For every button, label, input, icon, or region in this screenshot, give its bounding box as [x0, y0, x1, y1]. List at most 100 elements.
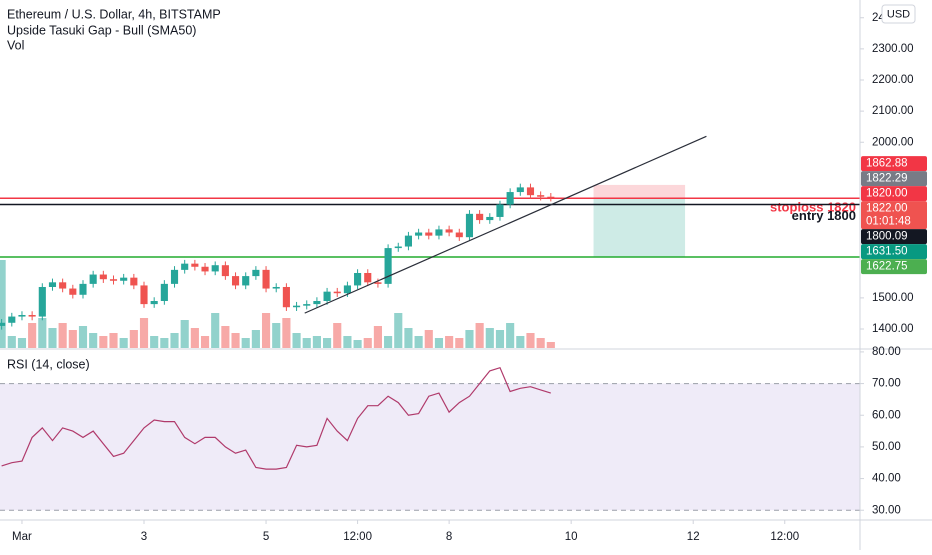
volume-bar	[292, 333, 301, 348]
volume-bar	[58, 323, 67, 348]
volume-bar	[363, 338, 372, 348]
candle-body	[252, 269, 260, 277]
volume-bar	[312, 336, 321, 348]
volume-bar	[424, 330, 433, 348]
rsi-tick-label: 30.00	[872, 504, 901, 516]
candle-body	[333, 291, 341, 294]
candle-body	[303, 304, 311, 306]
rsi-tick-label: 60.00	[872, 409, 901, 421]
volume-bar	[89, 333, 98, 348]
price-tag	[861, 244, 927, 260]
price-tag-countdown: 01:01:48	[866, 216, 911, 228]
price-tag	[861, 259, 927, 275]
volume-bar	[17, 338, 27, 348]
candle-body	[170, 269, 179, 284]
volume-bar	[231, 333, 240, 348]
candle-body	[38, 286, 46, 317]
volume-bar	[200, 336, 210, 348]
volume-bar	[506, 323, 515, 348]
price-tag-label: 1822.29	[866, 173, 908, 185]
candle-body	[272, 286, 280, 289]
candle-body	[242, 276, 250, 286]
candle-body	[476, 213, 484, 221]
time-tick-label: 5	[263, 531, 269, 543]
currency[interactable]: USD	[887, 8, 910, 20]
candle-body	[455, 232, 463, 238]
price-tag	[861, 229, 927, 245]
price-tick-label: 2200.00	[872, 74, 914, 86]
price-tick-label: 1400.00	[872, 323, 914, 335]
volume-bar	[404, 328, 413, 348]
volume-bar	[323, 338, 332, 348]
volume-bar	[434, 338, 444, 348]
candle-body	[313, 300, 321, 305]
candle-body	[0, 322, 6, 326]
price-tag-label: 1822.00	[866, 203, 908, 215]
volume-bar	[109, 333, 118, 348]
candle-body	[181, 263, 189, 270]
volume-bar	[384, 336, 393, 348]
volume-bar	[99, 336, 108, 348]
volume-bar	[445, 336, 454, 348]
volume-bar	[495, 330, 505, 348]
candle-body	[130, 277, 138, 286]
volume-bar	[251, 330, 260, 348]
rsi-tick-label: 70.00	[872, 378, 901, 390]
candle-body	[516, 187, 524, 193]
rsi-band	[0, 383, 860, 511]
candle-body	[18, 315, 26, 317]
volume-bar	[302, 338, 311, 348]
candle-body	[415, 232, 423, 236]
volume-bar	[28, 323, 37, 348]
volume-bar	[536, 338, 545, 348]
time-tick-label: 3	[141, 531, 147, 543]
level-label: entry 1800	[792, 208, 856, 223]
volume-bar	[272, 323, 281, 348]
candle-body	[160, 283, 168, 301]
volume-bar	[333, 323, 342, 348]
volume-bar	[394, 313, 403, 348]
price-tag	[861, 156, 927, 172]
price-tag-label: 1622.75	[866, 261, 908, 273]
volume-bar	[119, 338, 128, 348]
candle-body	[48, 282, 57, 287]
volume-bar	[7, 336, 16, 348]
candle-body	[69, 288, 77, 295]
candle-body	[59, 282, 67, 289]
candle-body	[374, 282, 382, 284]
candle-body	[323, 291, 331, 301]
price-tick-label: 2300.00	[872, 43, 914, 55]
volume-bar	[465, 330, 474, 348]
candle-body	[425, 232, 433, 236]
candle-body	[8, 316, 16, 323]
rsi-line	[1, 366, 551, 470]
candle-body	[89, 274, 97, 284]
time-tick-label: Mar	[12, 531, 32, 543]
volume-bar	[353, 340, 362, 348]
price-tag-label: 1820.00	[866, 188, 908, 200]
currency-button[interactable]	[881, 4, 916, 24]
candle-body	[506, 192, 514, 205]
volume-bar	[48, 328, 57, 348]
rsi-tick-label: 40.00	[872, 473, 901, 485]
time-tick-label: 12	[687, 531, 700, 543]
price-tick-label: 1500.00	[872, 292, 914, 304]
time-tick-label: 8	[446, 531, 452, 543]
position-risk	[593, 184, 686, 198]
candle-body	[486, 216, 494, 221]
volume-bar	[190, 328, 199, 348]
volume-bar	[78, 326, 88, 348]
candle-body	[526, 187, 535, 196]
candle-body	[99, 274, 107, 280]
candle-body	[282, 286, 290, 308]
candle-body	[394, 246, 402, 249]
indicator-label: Upside Tasuki Gap - Bull (SMA50)	[7, 23, 196, 37]
trendline	[304, 135, 707, 314]
volume-bar	[68, 330, 77, 348]
level-label: stoploss 1820	[770, 200, 856, 215]
rsi-label: RSI (14, close)	[7, 357, 90, 371]
candle-body	[404, 235, 412, 247]
